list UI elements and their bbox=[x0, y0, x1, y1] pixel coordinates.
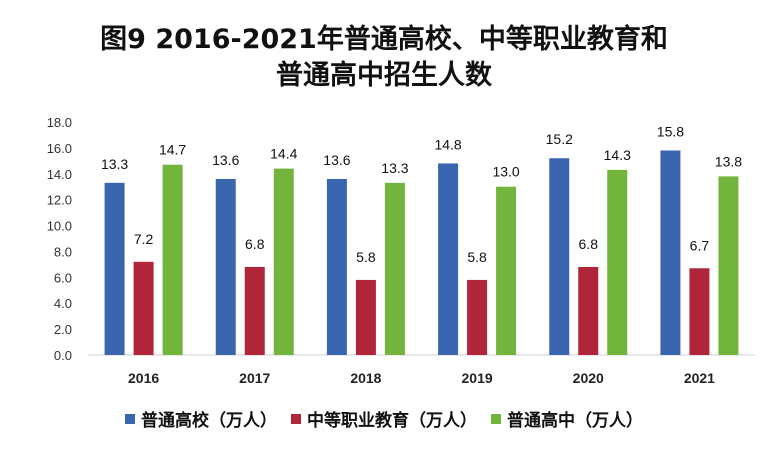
x-tick-label: 2021 bbox=[684, 370, 715, 386]
y-tick-label: 10.0 bbox=[47, 219, 72, 234]
legend-label-vocational: 中等职业教育（万人） bbox=[307, 411, 477, 431]
data-label-universities-2016: 13.3 bbox=[101, 156, 128, 172]
bar-universities-2021 bbox=[660, 150, 681, 355]
bar-universities-2017 bbox=[215, 178, 236, 355]
legend-label-universities: 普通高校（万人） bbox=[141, 411, 277, 431]
legend-label-high-school: 普通高中（万人） bbox=[507, 411, 643, 431]
y-tick-label: 2.0 bbox=[54, 322, 72, 337]
bar-vocational-2020 bbox=[578, 266, 599, 355]
data-label-high-school-2016: 14.7 bbox=[159, 142, 186, 158]
bar-vocational-2017 bbox=[244, 266, 265, 355]
bar-high-school-2019 bbox=[496, 186, 517, 355]
bar-high-school-2016 bbox=[162, 164, 183, 355]
y-tick-label: 16.0 bbox=[47, 141, 72, 156]
bar-vocational-2018 bbox=[355, 279, 376, 355]
data-label-high-school-2021: 13.8 bbox=[715, 153, 742, 169]
data-label-high-school-2017: 14.4 bbox=[270, 146, 297, 162]
data-label-universities-2020: 15.2 bbox=[546, 131, 573, 147]
data-label-high-school-2019: 13.0 bbox=[492, 164, 519, 180]
x-tick-label: 2020 bbox=[573, 370, 604, 386]
data-label-universities-2019: 14.8 bbox=[434, 136, 461, 152]
data-label-vocational-2020: 6.8 bbox=[579, 236, 599, 252]
y-tick-label: 8.0 bbox=[54, 244, 72, 259]
data-label-universities-2017: 13.6 bbox=[212, 152, 239, 168]
legend-item-high-school: 普通高中（万人） bbox=[491, 406, 643, 431]
chart-title-line-1: 图9 2016-2021年普通高校、中等职业教育和 bbox=[100, 24, 668, 55]
bar-high-school-2021 bbox=[718, 176, 739, 355]
bar-universities-2016 bbox=[104, 182, 125, 355]
data-label-universities-2018: 13.6 bbox=[323, 152, 350, 168]
chart-title-line-2: 普通高中招生人数 bbox=[276, 60, 492, 91]
legend-swatch-high-school bbox=[491, 413, 501, 424]
bars: 13.3 7.2 14.7 13.6 6.8 14.4 13.6 5.8 13.3 14.8 5.8… bbox=[101, 123, 742, 355]
legend-item-universities: 普通高校（万人） bbox=[125, 406, 277, 431]
bar-universities-2020 bbox=[549, 158, 570, 355]
bar-high-school-2018 bbox=[384, 182, 405, 355]
legend-swatch-universities bbox=[125, 413, 135, 424]
data-label-high-school-2018: 13.3 bbox=[381, 160, 408, 176]
data-label-universities-2021: 15.8 bbox=[657, 123, 684, 139]
y-tick-label: 18.0 bbox=[47, 115, 72, 130]
y-tick-label: 14.0 bbox=[47, 167, 72, 182]
data-label-vocational-2019: 5.8 bbox=[467, 249, 487, 265]
x-axis: 2016 2017 2018 2019 2020 2021 bbox=[128, 370, 715, 386]
y-tick-label: 6.0 bbox=[54, 270, 72, 285]
x-tick-label: 2016 bbox=[128, 370, 159, 386]
bar-high-school-2017 bbox=[273, 168, 294, 355]
x-tick-label: 2019 bbox=[462, 370, 493, 386]
y-tick-label: 4.0 bbox=[54, 296, 72, 311]
y-axis: 0.0 2.0 4.0 6.0 8.0 10.0 12.0 14.0 16.0 18.0 bbox=[47, 115, 72, 363]
data-label-vocational-2018: 5.8 bbox=[356, 249, 376, 265]
bar-universities-2018 bbox=[326, 178, 347, 355]
x-tick-label: 2018 bbox=[350, 370, 381, 386]
legend-item-vocational: 中等职业教育（万人） bbox=[291, 406, 477, 431]
data-label-vocational-2021: 6.7 bbox=[690, 237, 710, 253]
bar-universities-2019 bbox=[438, 163, 459, 355]
bar-vocational-2021 bbox=[689, 268, 710, 355]
y-tick-label: 0.0 bbox=[54, 348, 72, 363]
legend-swatch-vocational bbox=[291, 413, 301, 424]
data-label-vocational-2016: 7.2 bbox=[134, 231, 154, 247]
bar-high-school-2020 bbox=[607, 169, 628, 355]
data-label-high-school-2020: 14.3 bbox=[604, 147, 631, 163]
data-label-vocational-2017: 6.8 bbox=[245, 236, 265, 252]
y-tick-label: 12.0 bbox=[47, 193, 72, 208]
bar-vocational-2019 bbox=[467, 279, 488, 355]
legend: 普通高校（万人） 中等职业教育（万人） 普通高中（万人） bbox=[0, 406, 768, 431]
x-tick-label: 2017 bbox=[239, 370, 270, 386]
bar-vocational-2016 bbox=[133, 261, 154, 355]
